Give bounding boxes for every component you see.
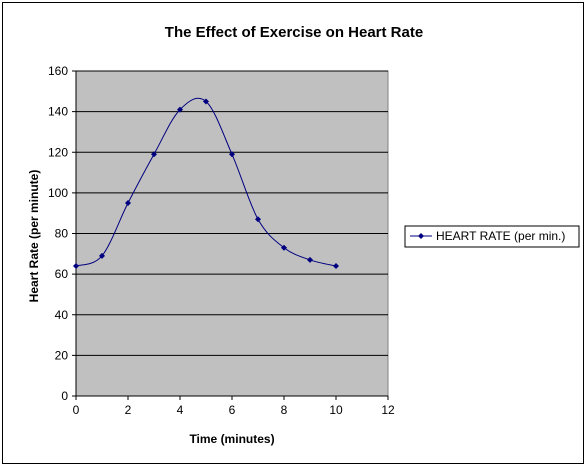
x-axis-label: Time (minutes): [189, 432, 274, 446]
legend-entry-heart-rate: HEART RATE (per min.): [436, 229, 565, 243]
chart-title: The Effect of Exercise on Heart Rate: [165, 24, 423, 41]
y-tick-label-40: 40: [55, 308, 69, 322]
x-tick-label-12: 12: [381, 403, 395, 417]
series-layer: [73, 97, 339, 269]
y-tick-label-140: 140: [48, 105, 68, 119]
data-point-2: [125, 200, 131, 207]
y-tick-label-60: 60: [55, 267, 69, 281]
x-axis-ticks: 0 2 4 6 8 10 12: [73, 396, 395, 417]
line-chart: The Effect of Exercise on Heart Rate 020…: [27, 24, 580, 446]
x-tick-label-10: 10: [329, 403, 343, 417]
x-tick-label-6: 6: [229, 403, 236, 417]
y-tick-label-0: 0: [61, 389, 68, 403]
data-point-10: [333, 263, 339, 269]
data-point-5: [203, 98, 209, 105]
y-tick-label-120: 120: [48, 145, 68, 159]
y-tick-label-80: 80: [55, 227, 69, 241]
y-tick-label-160: 160: [48, 64, 68, 78]
y-tick-label-100: 100: [48, 186, 68, 200]
chart-frame: The Effect of Exercise on Heart Rate 0 20…: [2, 2, 584, 464]
data-point-3: [151, 151, 157, 158]
legend-marker: [418, 233, 424, 239]
x-tick-label-8: 8: [281, 403, 288, 417]
data-point-4: [177, 106, 183, 113]
y-axis-label: Heart Rate (per minute): [27, 170, 41, 303]
data-point-7: [255, 216, 261, 223]
x-tick-label-4: 4: [177, 403, 184, 417]
y-axis-ticks: 0 20 40 60 80 100 120 140 160: [48, 64, 76, 403]
legend: HEART RATE (per min.): [404, 225, 580, 248]
data-point-1: [99, 252, 105, 259]
y-tick-label-20: 20: [55, 348, 69, 362]
x-tick-label-0: 0: [73, 403, 80, 417]
data-point-0: [73, 263, 79, 269]
data-point-8: [281, 244, 287, 251]
x-tick-label-2: 2: [125, 403, 132, 417]
data-point-6: [229, 151, 235, 158]
data-point-9: [307, 256, 313, 263]
legend-box: [404, 225, 580, 248]
